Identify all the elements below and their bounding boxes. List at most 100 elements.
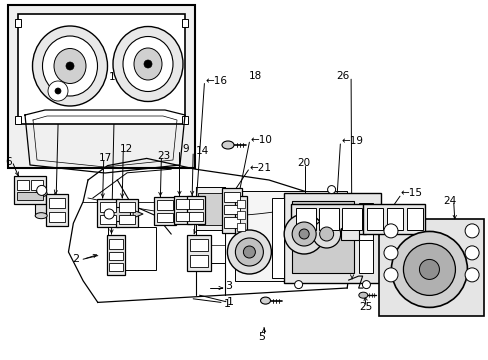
Bar [18,14,184,124]
Text: 1: 1 [224,299,230,309]
Circle shape [243,246,255,258]
Bar [234,196,246,236]
Ellipse shape [134,48,162,80]
Bar [236,211,244,219]
Circle shape [327,186,335,194]
Bar [100,215,116,224]
Circle shape [464,268,478,282]
Bar [406,208,422,230]
Bar [119,215,135,224]
Bar [236,200,244,208]
Bar [107,227,156,270]
Bar [359,203,373,240]
Ellipse shape [113,27,183,102]
Circle shape [291,222,316,246]
Bar [119,202,135,212]
Text: ←10: ←10 [250,135,272,145]
Bar [100,202,116,212]
Text: 11: 11 [108,72,122,82]
Bar [35,194,47,216]
Circle shape [66,62,74,70]
Circle shape [362,280,370,289]
Circle shape [403,243,454,296]
Circle shape [299,229,308,239]
Circle shape [390,231,467,307]
Bar [157,213,173,222]
Bar [182,116,187,124]
Bar [46,194,68,226]
Bar [222,188,242,233]
Circle shape [312,220,340,248]
Text: 6: 6 [5,157,12,167]
Text: 20: 20 [297,158,309,168]
Text: ←15: ←15 [400,188,422,198]
Bar [236,223,244,231]
Text: ←19: ←19 [341,136,363,147]
Bar [188,199,203,209]
Ellipse shape [222,141,234,149]
Bar [116,199,138,227]
Bar [186,235,210,271]
Circle shape [104,209,114,219]
Bar [195,187,224,230]
Bar [31,180,42,190]
Bar [182,19,187,27]
Text: 5: 5 [258,332,264,342]
Circle shape [383,224,397,238]
Circle shape [227,230,271,274]
Bar [386,208,402,230]
Bar [271,198,283,278]
Ellipse shape [35,191,47,197]
Bar [108,252,122,260]
Circle shape [464,224,478,238]
Text: 25: 25 [358,302,372,312]
Bar [15,116,21,124]
Ellipse shape [54,49,86,84]
Text: 17: 17 [98,153,112,163]
Text: 13: 13 [301,211,314,221]
Circle shape [419,260,439,279]
Text: 18: 18 [248,71,262,81]
Bar [186,196,204,224]
Bar [174,196,192,224]
Bar [378,219,483,316]
Bar [198,193,222,225]
Bar [290,204,365,234]
Text: 7: 7 [55,93,62,103]
Bar [224,192,240,202]
Text: 4: 4 [425,268,432,278]
Circle shape [383,246,397,260]
Bar [108,263,122,271]
Text: 8: 8 [96,204,102,214]
Bar [283,193,381,283]
Polygon shape [133,210,143,218]
Bar [157,200,173,210]
Text: 2: 2 [72,254,79,264]
Text: 22: 22 [14,192,27,202]
Bar [195,230,224,263]
Circle shape [235,238,263,266]
Text: 24: 24 [442,196,456,206]
Text: 9: 9 [182,144,189,154]
Text: ←21: ←21 [249,163,271,174]
Text: 14: 14 [195,146,208,156]
Bar [318,208,338,230]
Text: ←16: ←16 [205,76,227,86]
Bar [188,212,203,221]
Bar [176,199,190,209]
Bar [154,197,176,225]
Circle shape [37,185,46,195]
Bar [14,176,45,204]
Circle shape [284,214,324,254]
Ellipse shape [260,297,270,304]
Circle shape [143,60,152,68]
Bar [106,235,124,275]
Bar [49,198,65,208]
Bar [291,201,354,273]
Text: 23: 23 [157,150,170,161]
Circle shape [383,268,397,282]
Bar [224,205,240,214]
Bar [176,212,190,221]
Circle shape [55,88,61,94]
Ellipse shape [123,36,173,91]
